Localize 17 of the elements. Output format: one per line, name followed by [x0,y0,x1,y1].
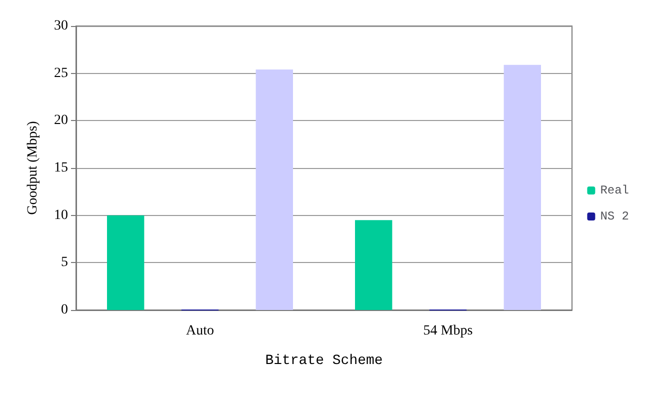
bar [256,70,293,310]
x-tick-label: 54 Mbps [423,324,473,338]
y-tick-label: 15 [54,160,68,176]
bar [355,220,392,310]
x-tick-label: Auto [186,324,214,338]
bar [107,215,144,310]
y-tick-label: 30 [54,18,68,34]
legend-label: NS 2 [600,210,630,224]
bar [504,64,541,310]
y-tick-label: 5 [61,255,68,270]
y-tick-label: 20 [54,113,68,128]
y-tick-label: 0 [61,302,68,318]
y-axis-title: Goodput (Mbps) [26,120,40,215]
y-tick-label: 10 [54,208,68,223]
legend-label: Real [600,184,630,198]
x-axis-title: Bitrate Scheme [265,353,383,369]
y-tick-label: 25 [54,66,68,81]
